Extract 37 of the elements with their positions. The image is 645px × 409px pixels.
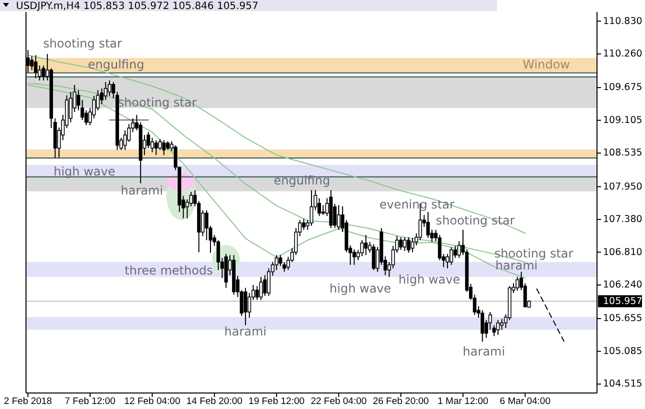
y-tick-label: 105.655 [603, 313, 642, 324]
annotation: high wave [330, 281, 392, 296]
y-tick-label: 107.380 [603, 214, 642, 226]
x-tick-label: 2 Feb 2018 [4, 396, 52, 407]
annotation: harami [495, 258, 538, 272]
annotation: high wave [398, 272, 460, 286]
annotation: shooting star [494, 246, 574, 260]
x-tick-label: 7 Feb 12:00 [64, 396, 116, 407]
x-tick-label: 26 Feb 20:00 [372, 396, 429, 407]
x-tick-label: 22 Feb 04:00 [310, 396, 367, 407]
y-tick-label: 104.515 [603, 378, 642, 390]
x-tick-label: 1 Mar 12:00 [438, 396, 488, 407]
y-tick-label: 107.950 [603, 181, 642, 192]
annotation: engulfing [88, 57, 144, 72]
chart-title: USDJPY.m,H4 105.853 105.972 105.846 105.957 [16, 1, 258, 12]
y-tick-label: 110.830 [603, 16, 642, 27]
band-label: Window [522, 57, 570, 72]
y-tick-label: 106.810 [603, 246, 642, 258]
ref-line-label: 105.957 [603, 296, 642, 307]
annotation: shooting star [43, 36, 122, 50]
x-tick-label: 19 Feb 12:00 [248, 396, 305, 407]
x-tick-label: 14 Feb 20:00 [186, 396, 242, 407]
annotation: harami [462, 344, 506, 358]
y-tick-label: 109.105 [603, 114, 642, 126]
annotation: engulfing [274, 173, 330, 188]
annotation: harami [120, 183, 164, 198]
y-tick-label: 110.260 [603, 48, 642, 60]
y-tick-label: 106.240 [603, 280, 642, 291]
annotation: shooting star [436, 213, 515, 228]
annotation: high wave [54, 164, 116, 178]
x-tick-label: 6 Mar 04:00 [500, 396, 550, 407]
annotation: harami [224, 324, 267, 338]
x-tick-label: 12 Feb 04:00 [124, 396, 180, 407]
annotation: three methods [124, 263, 213, 278]
y-tick-label: 105.085 [603, 346, 642, 357]
y-tick-label: 108.535 [603, 148, 642, 159]
y-tick-label: 109.675 [603, 82, 642, 94]
